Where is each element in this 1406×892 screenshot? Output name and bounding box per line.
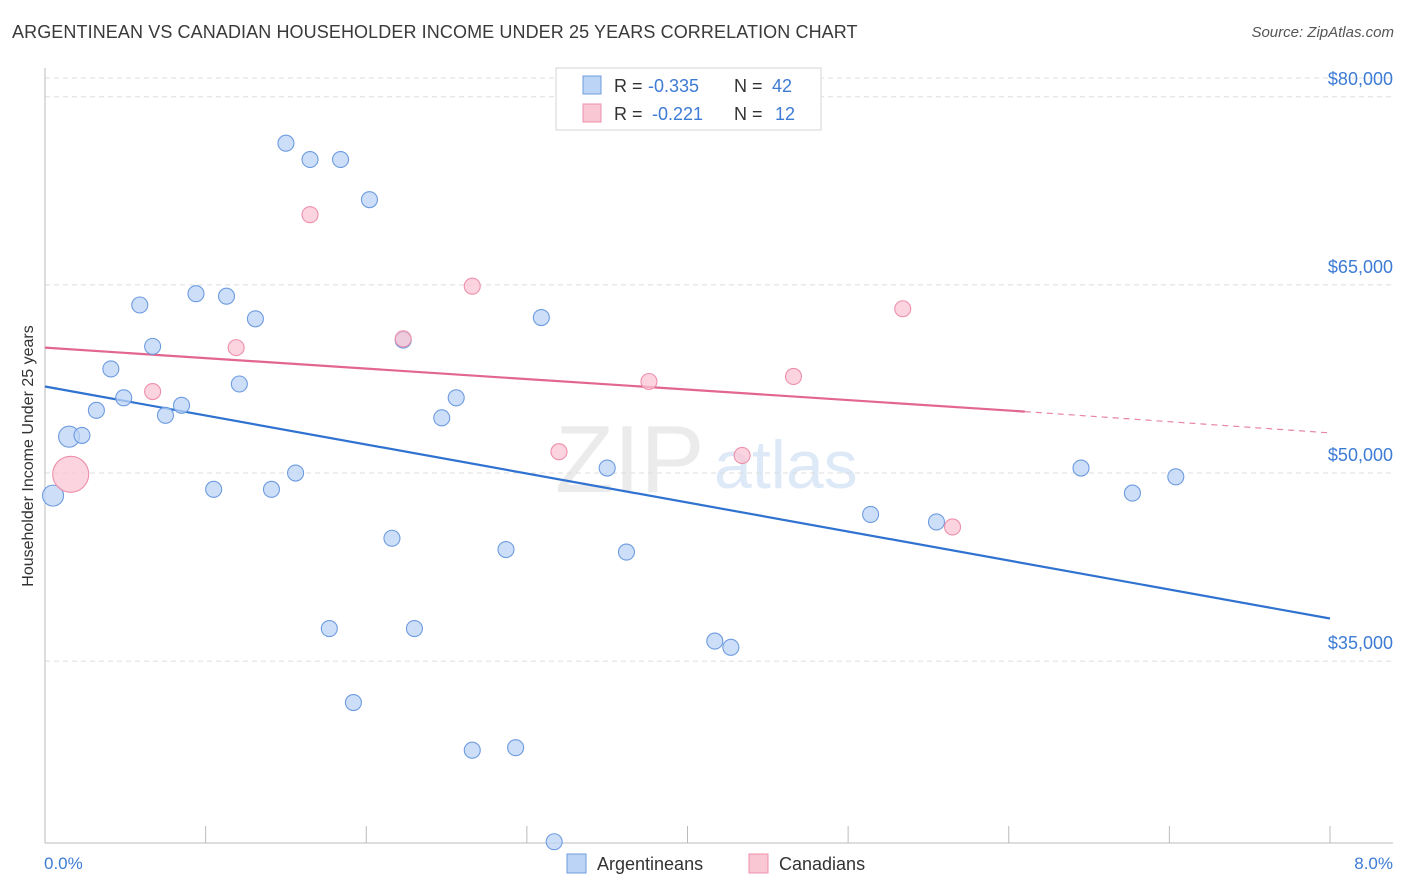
legend-swatch-argentineans bbox=[566, 853, 587, 874]
data-point-argentineans bbox=[1072, 459, 1090, 477]
trend-line-canadians bbox=[44, 346, 1025, 413]
legend-swatch-canadians bbox=[748, 853, 769, 874]
chart-title: ARGENTINEAN VS CANADIAN HOUSEHOLDER INCO… bbox=[12, 22, 858, 42]
data-point-canadians bbox=[640, 372, 658, 391]
legend-stats-r-value: -0.221 bbox=[652, 104, 703, 124]
data-point-argentineans bbox=[217, 287, 236, 305]
data-point-argentineans bbox=[205, 480, 223, 498]
data-point-argentineans bbox=[301, 150, 319, 169]
data-point-argentineans bbox=[187, 285, 205, 303]
data-point-argentineans bbox=[862, 505, 880, 523]
data-point-argentineans bbox=[287, 464, 305, 482]
y-tick-label: $35,000 bbox=[1328, 633, 1393, 653]
data-point-argentineans bbox=[463, 741, 481, 759]
data-point-argentineans bbox=[360, 191, 379, 209]
data-point-canadians bbox=[463, 277, 481, 295]
legend-stats-n-label: N = bbox=[734, 76, 763, 96]
legend-label-canadians: Canadians bbox=[779, 854, 865, 874]
data-point-argentineans bbox=[598, 459, 616, 477]
data-point-canadians bbox=[784, 367, 803, 386]
legend-stats-n-value: 42 bbox=[772, 76, 792, 96]
axes: $35,000 $50,000 $65,000 $80,000 bbox=[44, 68, 1393, 844]
data-point-argentineans bbox=[1123, 484, 1141, 502]
data-point-canadians bbox=[943, 518, 962, 536]
legend-stats: R = -0.335 N = 42 R = -0.221 N = 12 bbox=[555, 67, 822, 131]
data-point-argentineans bbox=[172, 396, 191, 414]
trend-line-extension-canadians bbox=[1024, 410, 1331, 434]
data-point-argentineans bbox=[405, 619, 423, 638]
y-tick-label: $50,000 bbox=[1328, 445, 1393, 465]
watermark-zip: ZIP bbox=[555, 406, 704, 513]
data-point-argentineans bbox=[545, 833, 563, 851]
data-point-argentineans bbox=[331, 150, 350, 169]
legend-stats-swatch-argentineans bbox=[582, 75, 602, 95]
legend-stats-r-value: -0.335 bbox=[648, 76, 699, 96]
data-point-argentineans bbox=[927, 513, 946, 531]
grid-lines bbox=[45, 77, 1393, 662]
data-point-argentineans bbox=[277, 134, 295, 152]
data-point-argentineans bbox=[87, 401, 105, 419]
data-point-argentineans bbox=[262, 480, 281, 498]
data-point-argentineans bbox=[722, 638, 740, 656]
y-tick-label: $80,000 bbox=[1328, 69, 1393, 89]
data-point-argentineans bbox=[320, 619, 338, 638]
legend-label-argentineans: Argentineans bbox=[597, 854, 703, 874]
legend-stats-n-label: N = bbox=[734, 104, 763, 124]
data-point-argentineans bbox=[433, 409, 451, 427]
data-point-argentineans bbox=[532, 308, 550, 327]
data-point-argentineans bbox=[497, 540, 515, 559]
y-tick-label: $65,000 bbox=[1328, 257, 1393, 277]
data-point-argentineans bbox=[102, 360, 120, 378]
y-axis-label: Householder Income Under 25 years bbox=[20, 325, 37, 586]
data-point-canadians bbox=[550, 443, 568, 461]
data-point-argentineans bbox=[447, 389, 465, 407]
data-point-argentineans bbox=[1167, 468, 1185, 486]
data-point-argentineans bbox=[156, 406, 175, 424]
legend-stats-r-label: R = bbox=[614, 104, 643, 124]
trend-line-argentineans bbox=[44, 385, 1331, 620]
data-point-canadians bbox=[227, 339, 245, 357]
data-point-canadians bbox=[52, 455, 90, 493]
data-point-argentineans bbox=[246, 310, 264, 328]
watermark: ZIP atlas bbox=[555, 406, 858, 513]
data-point-argentineans bbox=[344, 693, 362, 712]
data-point-canadians bbox=[394, 330, 412, 348]
data-point-argentineans bbox=[230, 375, 248, 393]
data-points bbox=[41, 134, 1185, 851]
data-point-argentineans bbox=[41, 484, 65, 507]
data-point-argentineans bbox=[115, 389, 133, 407]
data-point-canadians bbox=[144, 382, 162, 401]
data-point-argentineans bbox=[507, 739, 525, 757]
trend-lines bbox=[44, 346, 1331, 620]
data-point-argentineans bbox=[144, 337, 162, 355]
data-point-canadians bbox=[733, 446, 751, 465]
data-point-canadians bbox=[894, 300, 912, 318]
legend-series: Argentineans Canadians bbox=[566, 853, 865, 874]
data-point-argentineans bbox=[706, 632, 724, 650]
x-tick-label-min: 0.0% bbox=[44, 854, 83, 873]
data-point-argentineans bbox=[383, 529, 401, 547]
data-point-argentineans bbox=[131, 296, 149, 314]
x-tick-label-max: 8.0% bbox=[1354, 854, 1393, 873]
chart-source: Source: ZipAtlas.com bbox=[1251, 24, 1394, 41]
watermark-atlas: atlas bbox=[714, 427, 858, 503]
data-point-argentineans bbox=[73, 426, 91, 444]
legend-stats-n-value: 12 bbox=[775, 104, 795, 124]
data-point-canadians bbox=[301, 206, 319, 224]
legend-stats-r-label: R = bbox=[614, 76, 643, 96]
data-point-argentineans bbox=[617, 543, 636, 561]
legend-stats-swatch-canadians bbox=[582, 103, 602, 123]
